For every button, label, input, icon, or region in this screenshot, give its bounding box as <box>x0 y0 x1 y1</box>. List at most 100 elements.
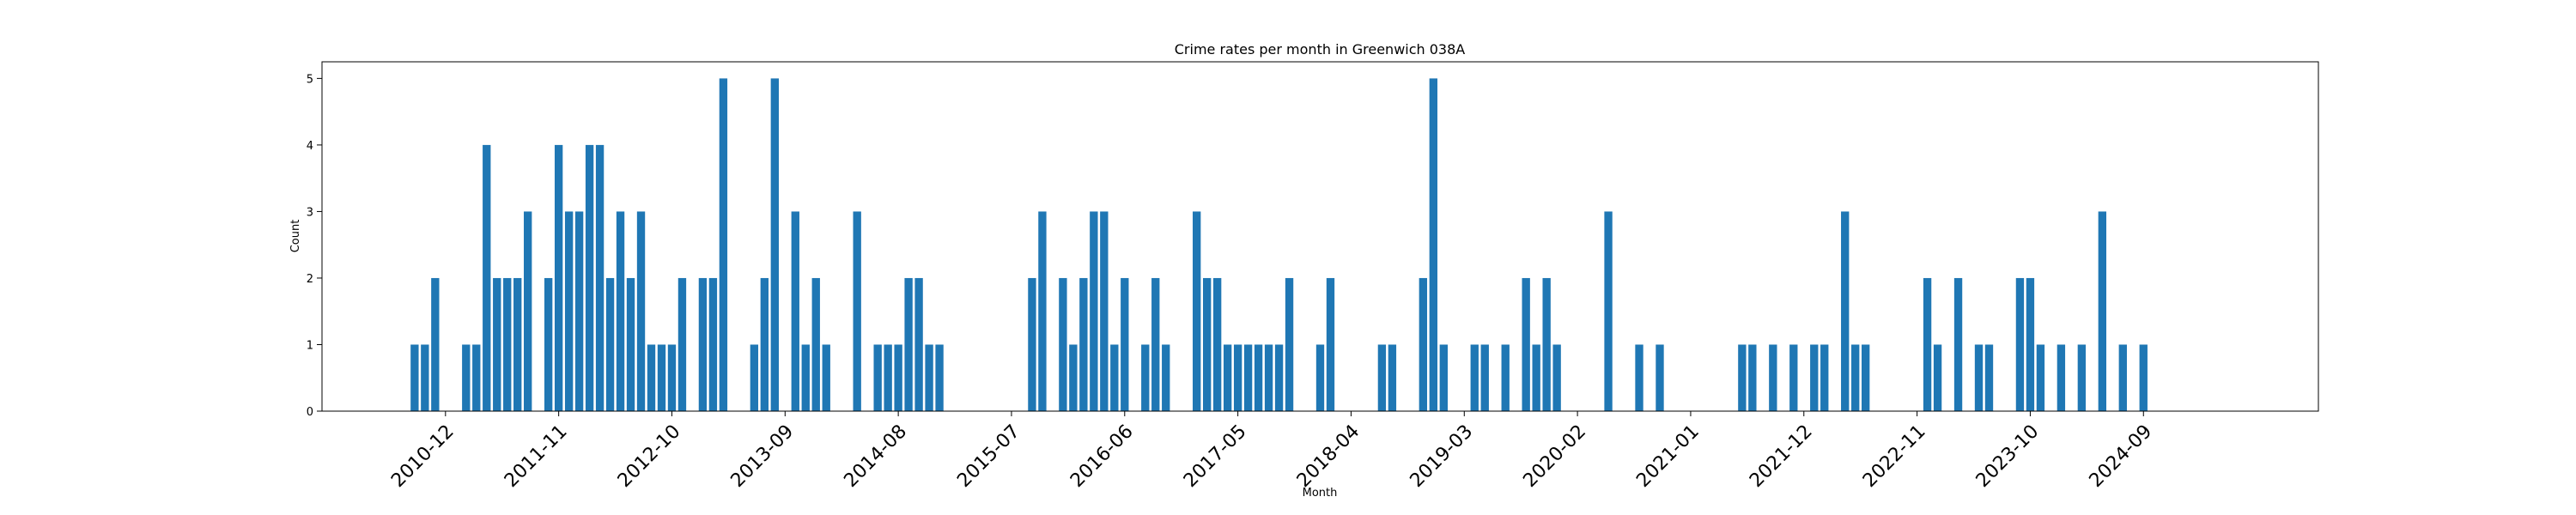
bar-2011-05 <box>493 277 501 411</box>
bar-2014-04 <box>853 211 861 411</box>
bars-group <box>410 78 2148 411</box>
bar-2016-02 <box>1079 277 1088 411</box>
bar-2022-02 <box>1820 344 1829 411</box>
bar-2013-06 <box>750 344 759 411</box>
bar-2017-04 <box>1223 344 1232 411</box>
bar-2017-07 <box>1254 344 1263 411</box>
bar-2013-08 <box>770 78 779 411</box>
bar-2022-01 <box>1810 344 1819 411</box>
bar-2019-01 <box>1439 344 1448 411</box>
bar-2012-09 <box>657 344 666 411</box>
bar-2020-10 <box>1656 344 1664 411</box>
x-axis: 2010-12 2011-11 2012-10 2013-09 2014-08 2015-… <box>387 411 2156 492</box>
x-tick-label: 2023-10 <box>1972 421 2044 492</box>
x-tick-label: 2019-03 <box>1406 421 1478 492</box>
bar-2021-11 <box>1789 344 1798 411</box>
bar-2017-02 <box>1203 277 1212 411</box>
bar-2018-07 <box>1377 344 1387 411</box>
bar-2016-09 <box>1151 277 1160 411</box>
bar-2012-07 <box>636 211 646 411</box>
y-tick-label: 0 <box>307 406 313 419</box>
x-tick-label: 2021-12 <box>1746 421 1817 492</box>
x-tick-label: 2022-11 <box>1859 421 1930 492</box>
bar-2013-03 <box>719 78 728 411</box>
bar-2018-01 <box>1315 344 1325 411</box>
bar-2023-11 <box>2036 344 2045 411</box>
bar-2014-12 <box>935 344 944 411</box>
y-axis: 0 1 2 3 4 5 <box>307 73 322 419</box>
bar-2023-06 <box>1984 344 1994 411</box>
bar-2011-12 <box>564 211 574 411</box>
bar-2017-06 <box>1243 344 1253 411</box>
bar-2019-07 <box>1501 344 1510 411</box>
x-axis-label: Month <box>1303 487 1338 500</box>
x-tick-label: 2024-09 <box>2086 421 2157 492</box>
bar-2023-05 <box>1974 344 1984 411</box>
bar-2021-06 <box>1738 344 1747 411</box>
x-tick-label: 2014-08 <box>840 421 911 492</box>
bar-2017-09 <box>1274 344 1284 411</box>
bar-2014-10 <box>914 277 923 411</box>
bar-2011-11 <box>554 144 563 411</box>
bar-2014-08 <box>894 344 902 411</box>
bar-2023-03 <box>1953 277 1963 411</box>
x-tick-label: 2012-10 <box>614 421 685 492</box>
bar-2022-04 <box>1841 211 1850 411</box>
bar-2018-12 <box>1429 78 1438 411</box>
x-tick-label: 2011-11 <box>501 421 572 492</box>
bar-2024-05 <box>2098 211 2106 411</box>
bar-2013-02 <box>708 277 718 411</box>
chart-title: Crime rates per month in Greenwich 038A <box>1175 41 1466 58</box>
bar-2013-10 <box>791 211 799 411</box>
bar-2022-06 <box>1862 344 1870 411</box>
bar-2023-10 <box>2026 277 2035 411</box>
x-tick-label: 2010-12 <box>387 421 459 492</box>
bar-2020-08 <box>1635 344 1643 411</box>
bar-2015-10 <box>1038 211 1047 411</box>
bar-2016-05 <box>1110 344 1119 411</box>
bar-2016-06 <box>1121 277 1129 411</box>
y-tick-label: 5 <box>307 73 313 86</box>
bar-2014-01 <box>822 344 830 411</box>
x-tick-label: 2018-04 <box>1293 421 1364 492</box>
x-tick-label: 2017-05 <box>1180 421 1251 492</box>
bar-2015-09 <box>1028 277 1036 411</box>
bar-2021-09 <box>1769 344 1777 411</box>
bar-2019-11 <box>1542 277 1551 411</box>
bar-2022-12 <box>1923 277 1932 411</box>
bar-2011-08 <box>524 211 532 411</box>
bar-2013-07 <box>760 277 769 411</box>
bar-2019-04 <box>1470 344 1479 411</box>
bar-2017-10 <box>1285 277 1294 411</box>
bar-2016-03 <box>1090 211 1098 411</box>
bar-2023-09 <box>2015 277 2025 411</box>
x-tick-label: 2016-06 <box>1066 421 1138 492</box>
plot-frame <box>321 61 2319 412</box>
bar-2024-07 <box>2118 344 2127 411</box>
bar-2014-06 <box>873 344 882 411</box>
bar-2017-03 <box>1212 277 1222 411</box>
bar-2012-02 <box>585 144 594 411</box>
bar-2011-06 <box>503 277 512 411</box>
bar-2012-08 <box>647 344 656 411</box>
bar-2017-08 <box>1264 344 1273 411</box>
x-tick-label: 2013-09 <box>727 421 799 492</box>
bar-2010-10 <box>421 344 429 411</box>
bar-2011-04 <box>483 144 491 411</box>
bar-2024-01 <box>2057 344 2066 411</box>
bar-2015-12 <box>1059 277 1067 411</box>
bar-2012-03 <box>595 144 605 411</box>
bar-2018-11 <box>1419 277 1428 411</box>
bar-2024-09 <box>2139 344 2148 411</box>
bar-2023-01 <box>1933 344 1942 411</box>
bar-2014-09 <box>904 277 913 411</box>
bar-2011-03 <box>472 344 481 411</box>
y-axis-label: Count <box>289 220 302 253</box>
bar-2012-06 <box>626 277 635 411</box>
bar-2013-11 <box>801 344 810 411</box>
y-tick-label: 4 <box>307 140 313 153</box>
x-tick-label: 2020-02 <box>1519 421 1590 492</box>
bar-2011-07 <box>513 277 522 411</box>
bar-2011-10 <box>544 277 553 411</box>
